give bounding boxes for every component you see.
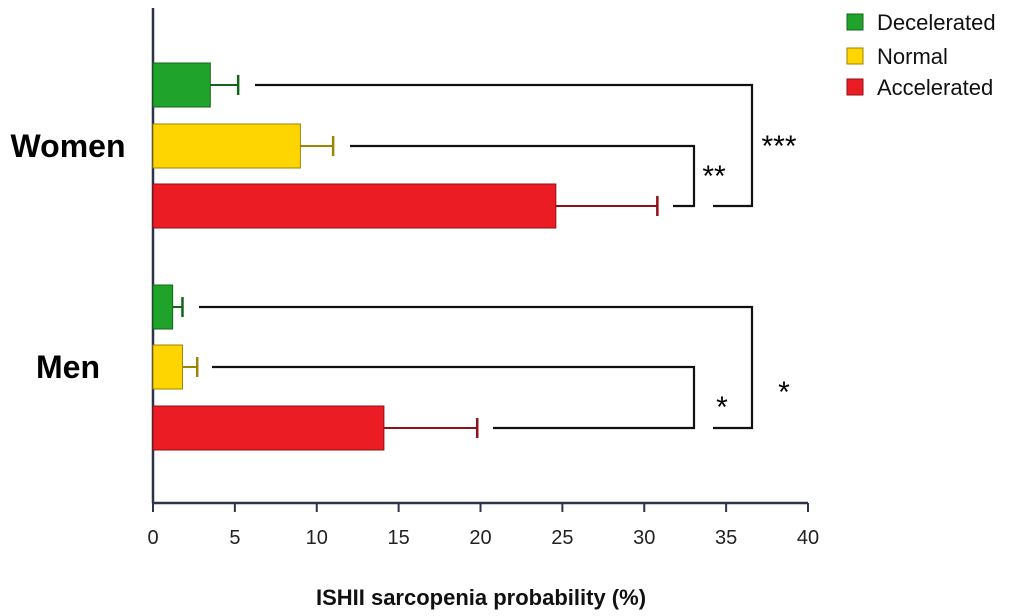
legend-swatch-decelerated [846, 13, 864, 31]
bar-men-accelerated [152, 405, 385, 451]
legend-swatch-normal [846, 47, 864, 65]
significance-bracket-4 [199, 305, 754, 430]
x-tick-label-5: 5 [229, 527, 240, 549]
bar-men-normal [152, 344, 183, 390]
x-tick-label-20: 20 [469, 527, 491, 549]
significance-label-2: *** [761, 130, 796, 163]
legend-label-accelerated: Accelerated [877, 75, 993, 100]
group-label-men: Men [36, 349, 100, 385]
significance-label-3: * [716, 391, 728, 424]
x-tick-label-25: 25 [551, 527, 573, 549]
legend-label-decelerated: Decelerated [877, 10, 996, 35]
x-axis-title: ISHII sarcopenia probability (%) [316, 585, 646, 610]
x-tick-label-15: 15 [388, 527, 410, 549]
legend-label-normal: Normal [877, 44, 948, 69]
bar-women-accelerated [152, 183, 557, 229]
significance-bracket-2 [255, 83, 754, 208]
bar-women-normal [152, 123, 301, 169]
significance-label-1: ** [702, 160, 726, 193]
x-tick-label-35: 35 [715, 527, 737, 549]
significance-bracket-3 [212, 365, 696, 430]
x-tick-label-0: 0 [147, 527, 158, 549]
bar-men-decelerated [152, 284, 174, 330]
x-tick-label-30: 30 [633, 527, 655, 549]
bar-women-decelerated [152, 62, 211, 108]
x-tick-label-10: 10 [306, 527, 328, 549]
legend-swatch-accelerated [846, 78, 864, 96]
significance-bracket-1 [350, 144, 696, 208]
x-tick-label-40: 40 [797, 527, 819, 549]
significance-label-4: * [778, 376, 790, 409]
group-label-women: Women [11, 128, 126, 164]
